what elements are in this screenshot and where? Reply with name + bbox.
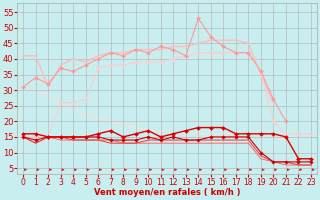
X-axis label: Vent moyen/en rafales ( km/h ): Vent moyen/en rafales ( km/h ): [94, 188, 240, 197]
